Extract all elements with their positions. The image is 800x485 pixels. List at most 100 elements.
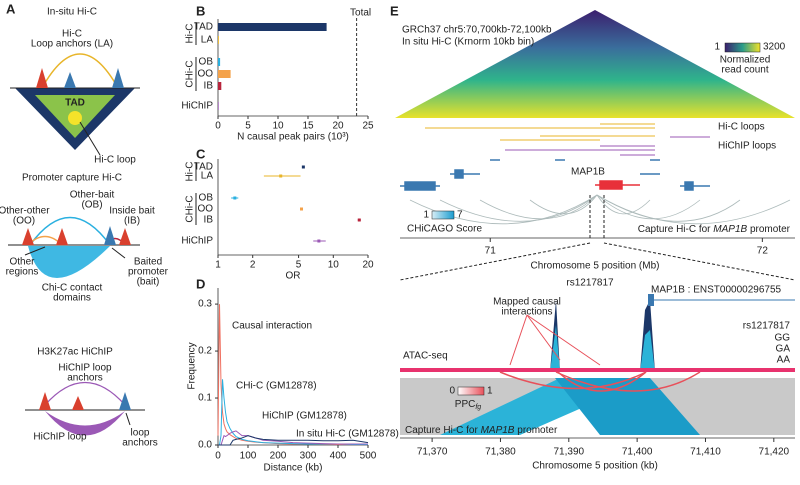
category-label: LA (201, 35, 214, 46)
label: MAP1B : ENST00000296755 (651, 285, 782, 296)
label: Hi-C loop (94, 155, 136, 166)
peak (22, 228, 34, 245)
x-tick-label: 71,420 (759, 447, 790, 458)
category-label: HiChIP (181, 236, 213, 247)
label-part: fg (475, 404, 481, 411)
atac-tracks (400, 300, 795, 372)
category-label: HiChIP (181, 101, 213, 112)
panel-title: In-situ Hi-C (47, 7, 97, 18)
pointer (24, 246, 46, 256)
label: regions (6, 267, 39, 278)
label: loop (131, 428, 150, 439)
label: interactions (501, 307, 552, 318)
x-axis-label: N causal peak pairs (10³) (237, 132, 349, 143)
label: Mapped causal (493, 297, 561, 308)
label: TAD (65, 98, 85, 109)
panel-label: C (196, 146, 206, 161)
x-tick-label: 25 (362, 121, 374, 132)
label: Hi-C (62, 29, 82, 40)
label: (IB) (124, 216, 140, 227)
peak (39, 392, 51, 410)
label-part: promoter (747, 224, 790, 235)
label: CHiCAGO Score (407, 224, 482, 235)
label-part: PPC (455, 399, 476, 410)
hichip-loop-lines (505, 136, 710, 156)
legend-entry: GG (774, 333, 790, 344)
x-tick-label: 1 (215, 260, 221, 271)
category-label: OO (197, 204, 213, 215)
point (317, 239, 321, 243)
category-label: TAD (194, 22, 213, 33)
bar (218, 70, 231, 78)
panel-label: D (196, 276, 205, 291)
chicago-colorbar (431, 210, 455, 220)
x-tick-label: 20 (362, 260, 374, 271)
x-tick-label: 10 (328, 260, 340, 271)
label: MAP1B (571, 167, 605, 178)
x-tick-label: 71,390 (554, 447, 585, 458)
peak (64, 72, 76, 88)
loop-arc (41, 53, 119, 89)
exon (648, 294, 654, 306)
label: Normalized (720, 55, 771, 66)
label: Other-bait (70, 190, 115, 201)
peak (119, 228, 131, 245)
label: GRCh37 chr5:70,700kb-72,100kb (402, 25, 552, 36)
x-tick-label: 15 (302, 121, 314, 132)
series-line (218, 379, 368, 446)
panel-e-shapes (395, 10, 796, 439)
x-tick-label: 71,400 (622, 447, 653, 458)
label: 1 (423, 210, 429, 221)
label: In situ Hi-C (Krnorm 10kb bin) (402, 37, 534, 48)
label: 1 (487, 386, 493, 397)
bar (218, 36, 219, 44)
label: promoter (128, 267, 169, 278)
pointer (125, 412, 131, 426)
map1b-gene (595, 180, 640, 190)
loop-dot (68, 111, 82, 125)
point (301, 165, 305, 169)
x-tick-label: 0 (215, 121, 221, 132)
category-label: OB (199, 57, 214, 68)
label: HiChIP loops (718, 141, 776, 152)
x-tick-label: 400 (330, 451, 347, 462)
x-tick-label: 2 (250, 260, 256, 271)
x-axis-label: Chromosome 5 position (kb) (532, 461, 658, 472)
x-tick-label: 72 (757, 246, 769, 257)
panel-title: H3K27ac HiChIP (37, 347, 113, 358)
x-tick-label: 71,370 (417, 447, 448, 458)
label: HiChIP loop (58, 363, 112, 374)
label-part: Capture Hi-C for (405, 425, 481, 436)
label: Chi-C contact (42, 283, 103, 294)
hic-heatmap (395, 10, 795, 118)
track-label: Capture Hi-C for MAP1B promoter (638, 224, 791, 235)
label: anchors (122, 438, 158, 449)
annotation: Total (350, 8, 371, 19)
zoom-lines (399, 242, 796, 281)
y-tick-label: 0.3 (198, 299, 212, 310)
label-part: MAP1B (481, 425, 515, 436)
legend-entry: GA (776, 344, 791, 355)
track-label: Capture Hi-C for MAP1B promoter (405, 425, 558, 436)
label: Baited (134, 257, 162, 268)
peak (119, 392, 131, 410)
x-axis-label: Distance (kb) (264, 463, 323, 474)
gene-track (400, 159, 710, 191)
group-label: CHi-C (185, 60, 196, 87)
x-tick-label: 200 (270, 451, 287, 462)
heat-colorbar (724, 42, 761, 53)
panel-title: Promoter capture Hi-C (22, 173, 122, 184)
x-tick-label: 5 (296, 260, 302, 271)
category-label: IB (204, 215, 214, 226)
y-tick-label: 0.1 (198, 393, 212, 404)
x-tick-label: 10 (272, 121, 284, 132)
hichip-loop (45, 411, 125, 436)
peak (56, 228, 68, 245)
y-tick-label: 0.0 (198, 440, 212, 451)
label: read count (721, 65, 768, 76)
bar (218, 23, 327, 31)
label: HiChIP loop (33, 432, 87, 443)
x-tick-label: 100 (240, 451, 257, 462)
category-label: OO (197, 69, 213, 80)
label: 7 (457, 210, 463, 221)
